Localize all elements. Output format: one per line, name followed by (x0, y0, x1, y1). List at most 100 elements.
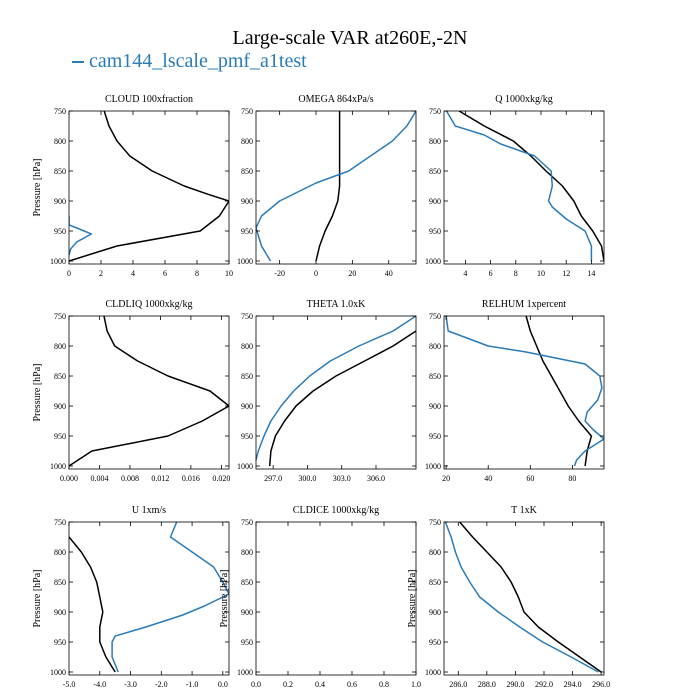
y-tick-label: 800 (54, 137, 66, 146)
x-tick-label: 0.004 (90, 474, 108, 483)
y-tick-label: 750 (429, 518, 441, 527)
legend-case-swatch (72, 61, 84, 64)
y-tick-label: 1000 (237, 668, 253, 677)
x-tick-label: 306.0 (367, 474, 385, 483)
y-tick-label: 750 (241, 107, 253, 116)
y-tick-label: 750 (54, 312, 66, 321)
panel-title: RELHUM 1xpercent (482, 299, 566, 310)
x-tick-label: 4 (131, 269, 135, 278)
y-tick-label: 850 (241, 167, 253, 176)
y-axis-label: Pressure [hPa] (32, 569, 43, 627)
legend-case-label: cam144_lscale_pmf_a1test (89, 50, 307, 72)
panel-3: Q 1000xkg/kg 4 6 8 10 12 14 750 800 850 900 950 1000 (425, 94, 605, 278)
plot-frame (68, 315, 230, 470)
case-line (445, 316, 604, 467)
x-tick-label: -20 (274, 269, 285, 278)
plot-frame (443, 110, 605, 265)
x-tick-label: 14 (587, 269, 595, 278)
x-tick-label: 0.000 (60, 474, 78, 483)
plot-frame (68, 110, 230, 265)
x-tick-label: -3.0 (124, 680, 137, 689)
case-line (444, 522, 599, 673)
panel-title: CLDICE 1000xkg/kg (293, 505, 379, 516)
y-tick-label: 1000 (425, 668, 441, 677)
y-axis-label: Pressure [hPa] (32, 158, 43, 216)
x-tick-label: 40 (484, 474, 492, 483)
y-tick-label: 750 (241, 312, 253, 321)
y-tick-label: 950 (241, 638, 253, 647)
y-tick-label: 750 (54, 518, 66, 527)
y-axis-label: Pressure [hPa] (407, 569, 418, 627)
y-tick-label: 950 (54, 432, 66, 441)
panel-4: CLDLIQ 1000xkg/kg Pressure [hPa] 0.000 0.00… (32, 299, 230, 483)
y-tick-label: 1000 (50, 668, 66, 677)
y-tick-label: 1000 (237, 462, 253, 471)
reference-line (315, 111, 341, 262)
x-tick-label: 0.012 (151, 474, 169, 483)
case-line (256, 111, 416, 262)
reference-line (458, 111, 604, 262)
x-tick-label: 8 (195, 269, 199, 278)
reference-line (69, 111, 229, 262)
panel-title: THETA 1.0xK (307, 299, 366, 310)
panel-title: OMEGA 864xPa/s (298, 94, 373, 105)
x-tick-label: 4 (463, 269, 467, 278)
x-tick-label: 12 (562, 269, 570, 278)
y-tick-label: 950 (54, 638, 66, 647)
panel-title: CLDLIQ 1000xkg/kg (106, 299, 193, 310)
x-tick-label: 0.0 (251, 680, 261, 689)
y-tick-label: 950 (429, 638, 441, 647)
y-tick-label: 750 (54, 107, 66, 116)
panel-6: RELHUM 1xpercent 20 40 60 80 750 800 850 900 950 1… (425, 299, 605, 483)
case-line (111, 522, 229, 673)
y-tick-label: 850 (241, 578, 253, 587)
x-tick-label: 80 (568, 474, 576, 483)
y-tick-label: 950 (429, 432, 441, 441)
y-axis-label: Pressure [hPa] (219, 569, 230, 627)
panel-title: T 1xK (511, 505, 537, 516)
x-tick-label: 6 (489, 269, 493, 278)
y-tick-label: 850 (429, 578, 441, 587)
plot-frame (255, 315, 417, 470)
x-tick-label: -1.0 (186, 680, 199, 689)
y-tick-label: 1000 (237, 257, 253, 266)
x-tick-label: -4.0 (93, 680, 106, 689)
reference-line (268, 330, 416, 467)
panel-title: U 1xm/s (132, 505, 166, 516)
panel-5: THETA 1.0xK 297.0 300.0 303.0 306.0 750 800 850… (237, 299, 417, 483)
panel-9: T 1xK Pressure [hPa] 286.0 288.0 290.0 292.0 2… (407, 505, 610, 689)
y-tick-label: 850 (54, 578, 66, 587)
figure-title: Large-scale VAR at260E,-2N (232, 27, 468, 49)
y-tick-label: 950 (429, 227, 441, 236)
reference-line (69, 316, 229, 467)
x-tick-label: 286.0 (449, 680, 467, 689)
y-tick-label: 1000 (50, 257, 66, 266)
x-tick-label: 0 (67, 269, 71, 278)
legend: cam144_lscale_pmf_a1test (72, 49, 307, 73)
x-tick-label: 0.4 (315, 680, 325, 689)
x-tick-label: 6 (163, 269, 167, 278)
panel-title: Q 1000xkg/kg (495, 94, 553, 105)
x-tick-label: 0.016 (182, 474, 200, 483)
y-tick-label: 750 (429, 312, 441, 321)
case-line (256, 316, 416, 461)
x-tick-label: -5.0 (63, 680, 76, 689)
reference-line (525, 316, 593, 467)
plot-frame (68, 521, 230, 676)
x-tick-label: 297.0 (264, 474, 282, 483)
x-tick-label: 1.0 (411, 680, 421, 689)
y-tick-label: 1000 (425, 257, 441, 266)
y-tick-label: 900 (54, 197, 66, 206)
y-tick-label: 900 (241, 197, 253, 206)
x-tick-label: 290.0 (506, 680, 524, 689)
x-tick-label: 10 (225, 269, 233, 278)
panel-1: CLOUD 100xfraction Pressure [hPa] 0 2 4 6 8 10 7… (32, 94, 233, 278)
x-tick-label: 8 (514, 269, 518, 278)
x-tick-label: 300.0 (298, 474, 316, 483)
x-tick-label: 10 (537, 269, 545, 278)
x-tick-label: 2 (99, 269, 103, 278)
y-tick-label: 800 (429, 342, 441, 351)
plot-frame (255, 521, 417, 676)
y-tick-label: 950 (54, 227, 66, 236)
